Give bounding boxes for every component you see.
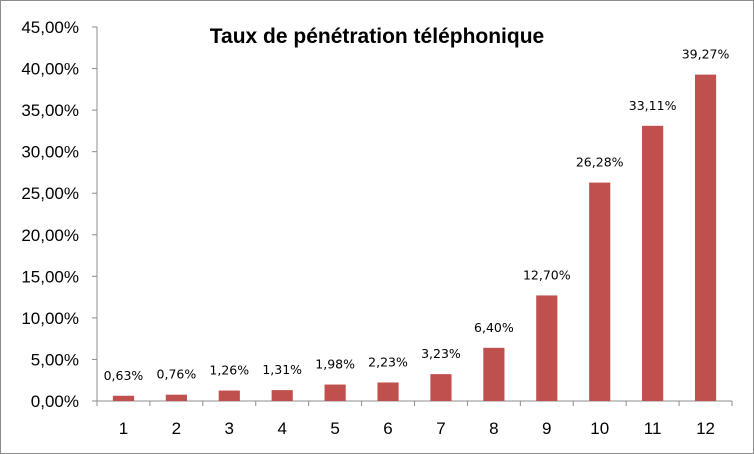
- data-label: 6,40%: [474, 320, 514, 335]
- x-tick-label: 12: [696, 419, 715, 438]
- y-tick-label: 30,00%: [21, 143, 79, 162]
- x-tick-label: 11: [644, 419, 662, 438]
- x-tick-label: 1: [119, 419, 128, 438]
- bar: [271, 390, 293, 401]
- data-label: 33,11%: [629, 98, 677, 113]
- bar: [694, 74, 717, 401]
- chart-title: Taux de pénétration téléphonique: [210, 25, 544, 48]
- y-tick-label: 45,00%: [21, 18, 79, 37]
- chart-bars: [112, 74, 717, 401]
- y-tick-label: 20,00%: [21, 226, 79, 245]
- x-tick-label: 8: [489, 419, 498, 438]
- data-label: 26,28%: [576, 155, 624, 170]
- bar: [324, 384, 346, 401]
- data-label: 2,23%: [368, 354, 408, 369]
- bar: [377, 382, 399, 401]
- x-tick-label: 10: [590, 419, 609, 438]
- x-tick-label: 9: [542, 419, 551, 438]
- data-label: 1,26%: [209, 363, 249, 378]
- x-tick-label: 3: [225, 419, 234, 438]
- bar: [430, 374, 452, 401]
- bar: [589, 182, 611, 401]
- chart-axes: 0,00% 5,00% 10,00% 15,00% 20,00% 25,00% 30,00%…: [21, 18, 733, 438]
- data-label: 3,23%: [421, 346, 461, 361]
- x-tick-label: 2: [172, 419, 181, 438]
- bar: [642, 125, 664, 401]
- data-label: 0,63%: [104, 368, 144, 383]
- y-tick-label: 25,00%: [21, 184, 79, 203]
- data-label: 12,70%: [523, 267, 571, 282]
- x-tick-label: 6: [383, 419, 392, 438]
- y-tick-label: 10,00%: [21, 309, 79, 328]
- bar: [112, 395, 135, 401]
- data-label: 0,76%: [157, 367, 197, 382]
- data-label: 1,31%: [262, 362, 302, 377]
- x-tick-label: 7: [436, 419, 445, 438]
- bar: [218, 390, 240, 401]
- chart-data-labels: 0,63% 0,76% 1,26% 1,31% 1,98% 2,23% 3,23% 6,40%…: [104, 47, 730, 383]
- x-tick-label: 4: [277, 419, 286, 438]
- data-label: 39,27%: [682, 47, 730, 62]
- y-tick-label: 40,00%: [21, 60, 79, 79]
- y-tick-label: 0,00%: [31, 392, 79, 411]
- bar: [165, 394, 187, 401]
- bar: [536, 295, 558, 401]
- data-label: 1,98%: [315, 357, 355, 372]
- y-tick-label: 15,00%: [21, 267, 79, 286]
- y-tick-label: 5,00%: [31, 350, 79, 369]
- y-tick-label: 35,00%: [21, 101, 79, 120]
- x-tick-label: 5: [330, 419, 339, 438]
- bar: [483, 347, 505, 401]
